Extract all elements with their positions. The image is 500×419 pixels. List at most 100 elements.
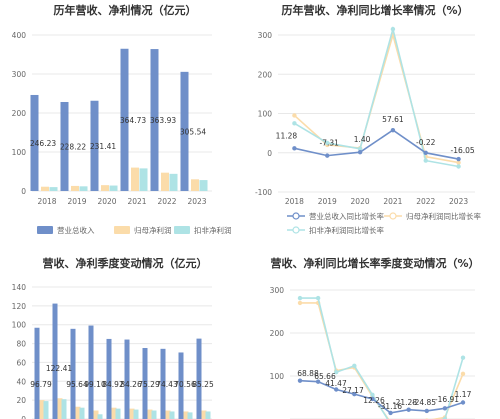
chart-1-series-line (294, 129, 459, 160)
chart-3-point (370, 396, 375, 402)
chart-1-point (357, 146, 363, 152)
chart-2-bar (147, 409, 153, 419)
chart-3-point (370, 392, 375, 398)
chart-3-point (297, 295, 303, 301)
chart-3-point (424, 408, 429, 414)
chart-1-title: 历年营收、净利同比增长率情况（%） (281, 3, 468, 17)
chart-3-series-line (299, 379, 464, 414)
chart-1-legend-label: 归母净利润同比增长率 (406, 211, 481, 221)
chart-0-xtick-label: 2020 (97, 197, 116, 206)
chart-3-point (460, 371, 466, 377)
chart-0-bar (161, 172, 169, 191)
chart-3-data-label: -21.28 (393, 398, 417, 407)
chart-0-bar (101, 185, 109, 191)
chart-3-point (297, 378, 303, 383)
chart-0-legend-swatch (114, 226, 130, 234)
chart-2-bar (183, 411, 189, 419)
chart-0-bar (41, 186, 49, 191)
chart-2-bar (187, 412, 193, 419)
chart-2-bar (52, 303, 58, 419)
chart-1-point (357, 150, 363, 155)
chart-2-ytick-label: 40 (16, 377, 26, 386)
chart-0-xtick-label: 2019 (67, 197, 86, 206)
chart-0-bar (120, 48, 129, 192)
chart-2-ytick-label: 120 (12, 302, 27, 311)
chart-2-bar (93, 410, 99, 419)
chart-1-data-label: 1.40 (354, 135, 371, 144)
chart-0-bar (90, 100, 99, 191)
chart-1-data-label: 11.28 (276, 131, 298, 140)
chart-3-point (460, 355, 466, 360)
chart-3-data-label: 27.17 (342, 386, 364, 395)
chart-1-point (390, 26, 396, 32)
chart-3-data-label: 65.66 (314, 372, 336, 381)
chart-0-xtick-label: 2023 (187, 197, 206, 206)
chart-3-point (334, 370, 339, 375)
chart-2-bar (39, 400, 45, 419)
chart-0-bar (71, 185, 79, 191)
chart-2-data-label: 85.25 (192, 380, 214, 389)
chart-1-data-label: 57.61 (382, 115, 404, 124)
chart-0-data-label: 246.23 (30, 139, 56, 148)
chart-1-legend-label: 扣非净利润同比增长率 (309, 225, 384, 235)
chart-1-xtick-label: 2020 (351, 197, 370, 206)
chart-1-legend-marker (292, 226, 300, 234)
chart-0-bar (60, 101, 69, 191)
chart-1-point (456, 160, 461, 165)
chart-3-data-label: 68.88 (297, 369, 319, 378)
chart-0-ytick-label: 200 (12, 109, 27, 118)
chart-3-point (352, 363, 357, 368)
chart-0-bar (169, 173, 178, 191)
chart-0-data-label: 231.41 (90, 142, 116, 151)
chart-0-legend-label: 归母净利润 (134, 225, 172, 235)
chart-0-data-label: 305.54 (180, 127, 206, 136)
chart-3-point (388, 410, 393, 416)
chart-0-ytick-label: 300 (12, 70, 27, 79)
chart-2-bar (97, 414, 103, 419)
chart-0-data-label: 228.22 (60, 142, 86, 151)
chart-2-ytick-label: 140 (12, 283, 27, 292)
chart-0-bar (79, 186, 88, 191)
chart-1-point (390, 127, 396, 133)
chart-0-bar (30, 94, 39, 191)
chart-3-point (315, 295, 321, 301)
chart-0-xtick-label: 2022 (157, 197, 176, 206)
chart-1-point (423, 158, 428, 163)
chart-3-title: 营收、净利同比增长率季度变动情况（%） (270, 256, 479, 270)
chart-1-series-line (294, 25, 459, 168)
chart-1-legend-label: 营业总收入同比增长率 (309, 211, 384, 221)
chart-1-data-label: -16.05 (450, 146, 474, 155)
chart-1-xtick-label: 2022 (416, 197, 435, 206)
chart-0-bar (150, 49, 159, 192)
chart-1-data-label: -0.22 (416, 138, 436, 147)
chart-0-bar (49, 187, 58, 191)
chart-2-bar (205, 411, 211, 419)
chart-2-ytick-label: 20 (16, 396, 26, 405)
chart-2-bar (196, 338, 202, 419)
chart-2-bar (106, 338, 112, 419)
chart-2-bar (124, 339, 130, 419)
chart-2-bar (165, 410, 171, 419)
chart-3-point (406, 407, 411, 412)
chart-0-data-label: 363.93 (150, 116, 176, 125)
chart-1-legend-marker (389, 212, 397, 220)
chart-3-point (352, 391, 357, 397)
chart-0-ytick-label: 400 (12, 31, 27, 40)
chart-3-point (460, 400, 466, 405)
chart-2-bar (178, 352, 184, 419)
chart-3-data-label: 12.26 (363, 396, 385, 405)
chart-2-ytick-label: 100 (12, 321, 27, 330)
chart-3-data-label: -16.91 (435, 395, 459, 404)
chart-1-ytick-label: 300 (258, 31, 273, 40)
chart-2-bar (142, 348, 148, 419)
chart-1-point (456, 164, 461, 169)
chart-2-bar (151, 410, 157, 419)
chart-3-ytick-label: 300 (270, 286, 285, 295)
chart-1-point (292, 146, 297, 151)
chart-0-ytick-label: 100 (12, 148, 27, 157)
chart-3-ytick-label: 200 (270, 329, 285, 338)
chart-3-point (334, 387, 339, 392)
chart-1-point (423, 150, 428, 156)
chart-0-bar (139, 168, 148, 191)
